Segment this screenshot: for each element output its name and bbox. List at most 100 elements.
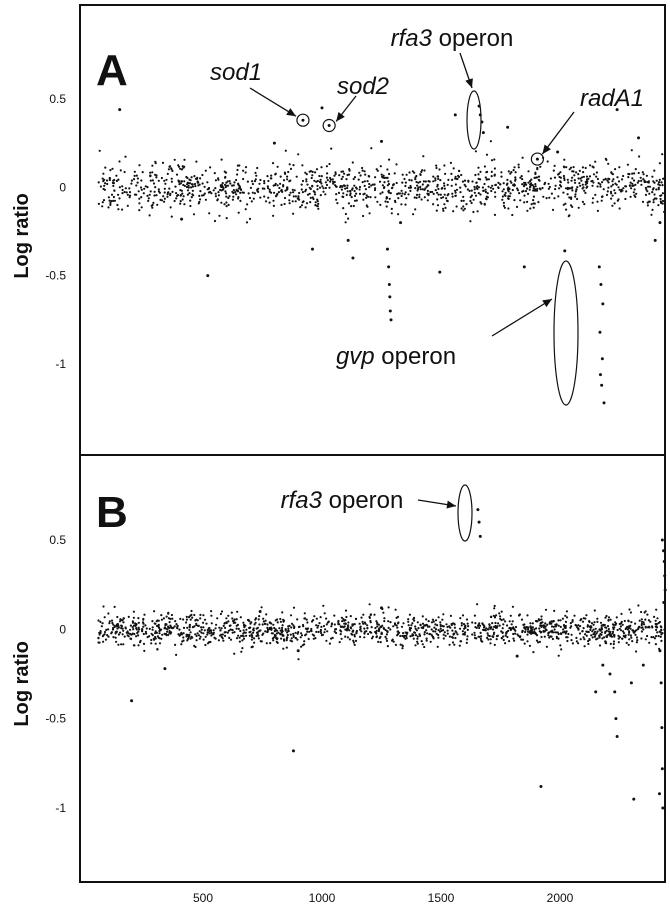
- data-point: [529, 625, 532, 628]
- data-point: [582, 171, 585, 174]
- data-point: [139, 186, 143, 189]
- data-point: [354, 639, 358, 643]
- x-tick-label: 1000: [309, 891, 336, 905]
- data-point: [573, 179, 576, 182]
- data-point: [533, 176, 536, 179]
- data-point: [255, 627, 258, 630]
- data-point: [109, 201, 112, 205]
- data-point: [555, 623, 558, 626]
- data-point: [142, 622, 145, 625]
- data-point: [451, 641, 455, 644]
- data-point: [319, 628, 322, 632]
- data-point: [256, 633, 259, 636]
- data-point: [276, 165, 279, 168]
- data-point: [612, 646, 615, 649]
- data-point: [474, 622, 477, 625]
- data-point: [325, 617, 328, 620]
- data-point: [279, 620, 282, 623]
- data-point: [367, 632, 370, 636]
- data-point: [156, 635, 159, 638]
- data-point: [583, 203, 586, 206]
- data-point: [570, 633, 573, 636]
- data-point: [504, 191, 507, 194]
- data-point: [279, 182, 282, 185]
- data-point: [466, 188, 469, 191]
- data-point: [660, 639, 663, 643]
- data-point: [126, 193, 129, 196]
- data-point: [496, 625, 499, 628]
- data-point: [474, 173, 477, 177]
- data-point: [292, 606, 296, 609]
- data-point: [652, 636, 655, 639]
- data-point: [368, 603, 371, 606]
- data-point: [568, 187, 571, 190]
- data-point: [328, 162, 331, 166]
- data-point: [262, 617, 265, 620]
- data-point: [98, 149, 101, 152]
- data-point: [305, 180, 308, 183]
- data-point: [361, 166, 364, 170]
- data-point: [150, 632, 153, 635]
- data-point: [554, 184, 557, 187]
- data-point: [501, 627, 504, 630]
- data-point: [613, 189, 616, 192]
- data-point: [437, 177, 440, 180]
- data-point: [439, 193, 442, 196]
- data-point: [641, 626, 644, 629]
- data-point: [444, 206, 447, 209]
- data-point: [292, 635, 295, 639]
- data-point: [650, 213, 653, 216]
- data-point: [408, 171, 411, 174]
- data-point: [624, 627, 627, 631]
- data-point: [147, 199, 150, 202]
- data-point: [448, 635, 451, 638]
- data-point: [575, 171, 578, 174]
- data-point: [225, 217, 228, 220]
- data-point: [627, 619, 630, 622]
- data-point: [207, 191, 210, 194]
- data-point: [481, 131, 485, 135]
- data-point: [484, 188, 487, 191]
- gvp-arrow-head: [542, 299, 552, 308]
- data-point: [522, 265, 526, 269]
- data-point: [209, 166, 212, 169]
- data-point: [640, 183, 643, 186]
- data-point: [220, 633, 223, 636]
- data-point: [316, 205, 319, 208]
- annotation-gvp-operon: gvp operon: [336, 343, 456, 370]
- data-point: [416, 637, 419, 640]
- data-point: [495, 638, 498, 641]
- data-point: [577, 177, 580, 180]
- data-point: [328, 642, 331, 645]
- data-point: [242, 637, 246, 640]
- data-point: [610, 171, 613, 174]
- data-point: [599, 283, 603, 286]
- data-point: [291, 188, 294, 191]
- data-point: [264, 200, 268, 203]
- data-point: [170, 180, 173, 183]
- data-point: [478, 534, 482, 538]
- data-point: [616, 176, 619, 179]
- data-point: [148, 635, 151, 638]
- data-point: [595, 175, 598, 178]
- data-point: [404, 631, 407, 634]
- data-point: [286, 633, 289, 637]
- data-point: [435, 164, 438, 167]
- data-point: [497, 186, 500, 190]
- data-point: [117, 193, 120, 196]
- data-point: [614, 192, 617, 195]
- data-point: [543, 635, 546, 638]
- data-point: [396, 626, 399, 629]
- data-point: [392, 183, 395, 187]
- data-point: [101, 635, 104, 638]
- data-point: [418, 633, 421, 636]
- data-point: [353, 199, 357, 202]
- annotation-sod2: sod2: [337, 73, 389, 100]
- data-point: [343, 172, 346, 175]
- data-point: [434, 619, 438, 622]
- data-point: [326, 621, 329, 624]
- data-point: [492, 187, 495, 190]
- data-point: [457, 175, 461, 178]
- data-point: [615, 622, 618, 625]
- data-point: [557, 624, 560, 627]
